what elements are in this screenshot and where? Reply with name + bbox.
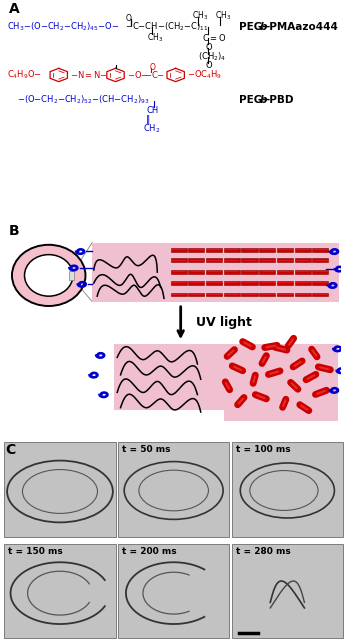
Text: $-$OC$_4$H$_9$: $-$OC$_4$H$_9$	[187, 69, 222, 81]
Text: t = 200 ms: t = 200 ms	[122, 547, 176, 556]
Bar	[188, 270, 204, 273]
Bar	[224, 258, 240, 262]
Bar	[259, 270, 275, 273]
Bar	[259, 293, 275, 296]
Text: t = 100 ms: t = 100 ms	[236, 446, 290, 455]
Bar	[259, 248, 275, 251]
Text: O: O	[205, 60, 212, 69]
Text: $-$(O$-$CH$_2$$-$CH$_2)_{52}$$-$(CH$-$CH$_2)_{93}$: $-$(O$-$CH$_2$$-$CH$_2)_{52}$$-$(CH$-$CH…	[17, 94, 149, 106]
Text: CH$_3$: CH$_3$	[192, 10, 208, 23]
Text: b: b	[259, 95, 267, 105]
Text: t = 280 ms: t = 280 ms	[236, 547, 290, 556]
Bar	[224, 248, 240, 251]
Text: B: B	[9, 224, 19, 238]
Text: O: O	[126, 14, 132, 23]
Bar	[295, 281, 311, 285]
Text: C: C	[5, 444, 15, 457]
Bar	[188, 281, 204, 285]
Text: PEG-: PEG-	[239, 22, 267, 32]
Bar	[242, 293, 258, 296]
Ellipse shape	[24, 255, 73, 296]
Bar	[277, 258, 293, 262]
Text: CH$_3$: CH$_3$	[147, 32, 164, 44]
Bar	[4, 544, 116, 638]
Bar	[171, 293, 187, 296]
Bar	[242, 281, 258, 285]
Bar	[312, 258, 329, 262]
Text: C$=$O: C$=$O	[203, 32, 227, 43]
Bar	[224, 344, 338, 421]
Bar	[312, 281, 329, 285]
Bar	[92, 242, 339, 302]
Text: UV light: UV light	[196, 316, 252, 329]
Bar	[114, 344, 254, 410]
Text: CH$_3$$-$(O$-$CH$_2$$-$CH$_2)_{45}$$-$O$-$: CH$_3$$-$(O$-$CH$_2$$-$CH$_2)_{45}$$-$O$…	[7, 21, 119, 33]
Bar	[206, 248, 222, 251]
Text: O: O	[205, 42, 212, 51]
Text: C$_4$H$_9$O$-$: C$_4$H$_9$O$-$	[7, 69, 42, 81]
Bar	[206, 293, 222, 296]
Bar	[312, 248, 329, 251]
Bar	[277, 293, 293, 296]
Text: CH$_3$: CH$_3$	[215, 10, 231, 23]
Bar	[171, 281, 187, 285]
Text: $\|$: $\|$	[145, 113, 150, 126]
Bar	[118, 442, 229, 536]
Text: O: O	[150, 63, 156, 72]
Bar	[242, 270, 258, 273]
Bar	[295, 270, 311, 273]
Bar	[224, 293, 240, 296]
Bar	[206, 258, 222, 262]
Text: (CH$_2)_4$: (CH$_2)_4$	[198, 50, 226, 62]
Text: -PMAazo444: -PMAazo444	[266, 22, 338, 32]
Text: $-$O$-$: $-$O$-$	[127, 69, 148, 80]
Text: $-$C$-$: $-$C$-$	[144, 69, 165, 80]
Bar	[188, 258, 204, 262]
Bar	[312, 293, 329, 296]
Bar	[4, 442, 116, 536]
Bar	[312, 270, 329, 273]
Bar	[231, 544, 343, 638]
Bar	[206, 270, 222, 273]
Bar	[171, 258, 187, 262]
Text: CH: CH	[147, 105, 159, 114]
Text: b: b	[259, 22, 267, 32]
Bar	[277, 248, 293, 251]
Bar	[171, 248, 187, 251]
Bar	[188, 293, 204, 296]
Text: CH$_2$: CH$_2$	[143, 122, 161, 135]
Bar	[277, 270, 293, 273]
Text: t = 150 ms: t = 150 ms	[8, 547, 63, 556]
Bar	[224, 281, 240, 285]
Bar	[242, 258, 258, 262]
Text: $-$C$-$CH$-$(CH$_2$$-$C$)_{11}$: $-$C$-$CH$-$(CH$_2$$-$C$)_{11}$	[125, 21, 208, 33]
Bar	[242, 248, 258, 251]
Bar	[259, 281, 275, 285]
Bar	[259, 258, 275, 262]
Bar	[295, 248, 311, 251]
Text: A: A	[9, 2, 19, 16]
Bar	[231, 442, 343, 536]
Bar	[295, 258, 311, 262]
Bar	[277, 281, 293, 285]
Bar	[188, 248, 204, 251]
Text: $-$N$=$N$-$: $-$N$=$N$-$	[70, 69, 108, 80]
Ellipse shape	[12, 245, 86, 306]
Bar	[295, 293, 311, 296]
Text: PEG-: PEG-	[239, 95, 267, 105]
Bar	[206, 281, 222, 285]
Text: -PBD: -PBD	[266, 95, 294, 105]
Bar	[118, 544, 229, 638]
Text: t = 50 ms: t = 50 ms	[122, 446, 171, 455]
Bar	[70, 271, 74, 280]
Bar	[171, 270, 187, 273]
Bar	[224, 270, 240, 273]
